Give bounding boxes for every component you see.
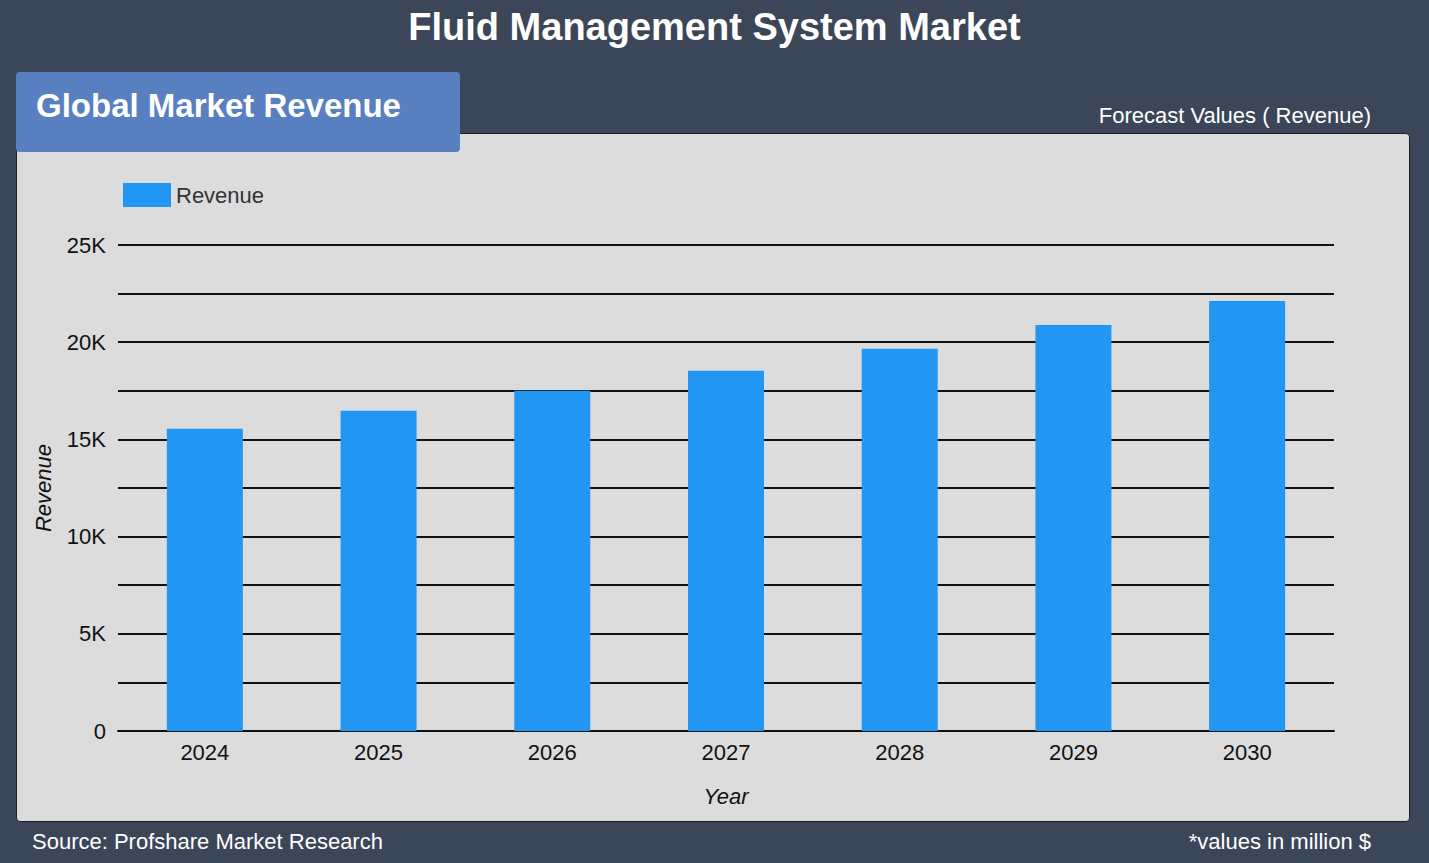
svg-text:2029: 2029: [1049, 740, 1098, 765]
svg-text:2025: 2025: [354, 740, 403, 765]
svg-text:25K: 25K: [67, 233, 106, 258]
svg-text:5K: 5K: [79, 621, 106, 646]
svg-text:2030: 2030: [1223, 740, 1272, 765]
svg-text:15K: 15K: [67, 427, 106, 452]
html-text:Forecast Values ( Revenue): Forecast Values ( Revenue): [1098, 103, 1371, 128]
svg-text:0: 0: [94, 719, 106, 744]
svg-text:Revenue: Revenue: [176, 183, 264, 208]
svg-text:2028: 2028: [875, 740, 924, 765]
svg-text:Year: Year: [703, 784, 750, 809]
svg-text:2027: 2027: [702, 740, 751, 765]
svg-text:10K: 10K: [67, 524, 106, 549]
svg-text:2026: 2026: [528, 740, 577, 765]
html-text:Global Market Revenue: Global Market Revenue: [36, 87, 401, 124]
svg-text:20K: 20K: [67, 330, 106, 355]
html-text:Fluid Management System Market: Fluid Management System Market: [408, 6, 1021, 48]
svg-text:Revenue: Revenue: [31, 444, 56, 532]
html-text:*values in million $: *values in million $: [1188, 829, 1371, 854]
html-text:Source: Profshare Market Resea: Source: Profshare Market Research: [32, 829, 383, 854]
svg-text:2024: 2024: [180, 740, 229, 765]
